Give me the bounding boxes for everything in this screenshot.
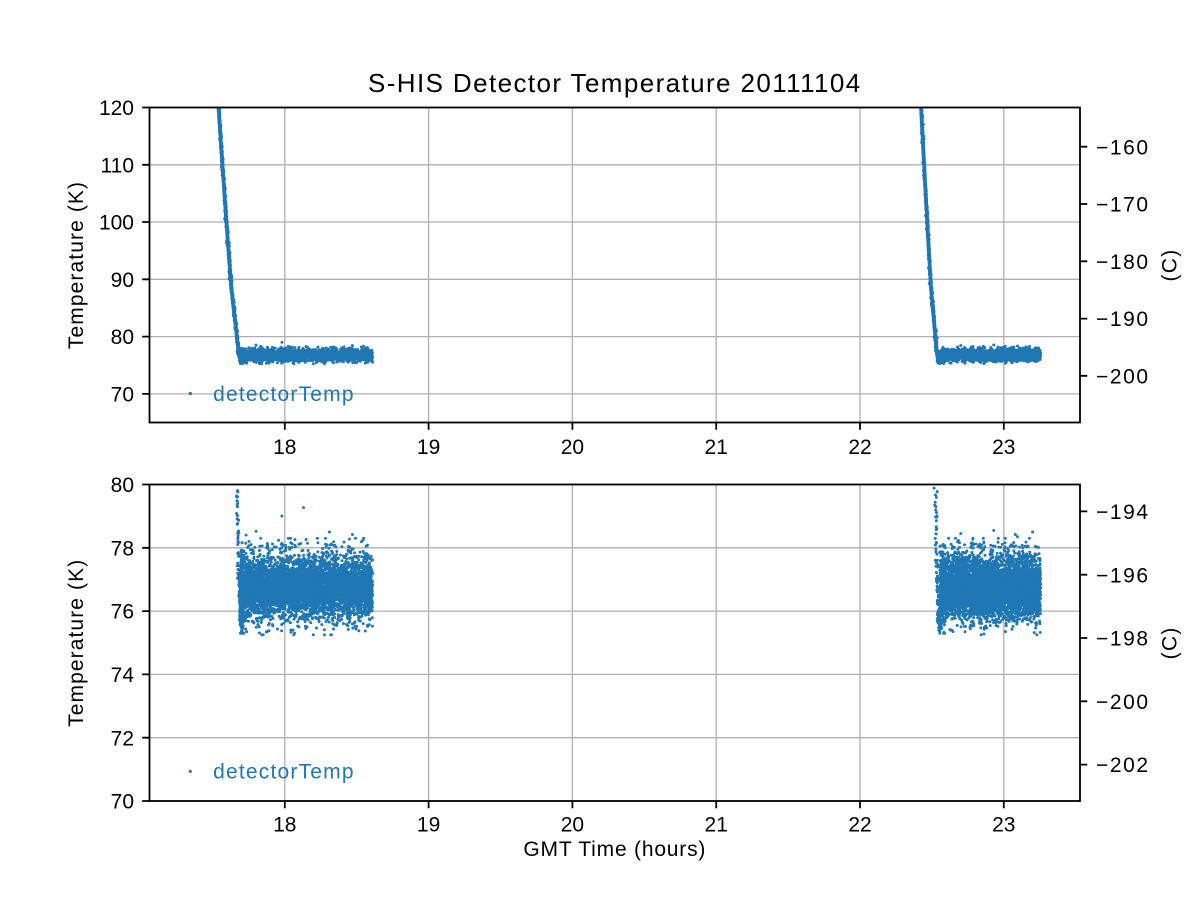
svg-text:−202: −202 <box>1096 754 1150 777</box>
svg-text:90: 90 <box>111 269 134 292</box>
svg-text:−200: −200 <box>1096 365 1150 388</box>
svg-text:21: 21 <box>705 436 728 459</box>
svg-text:76: 76 <box>111 601 134 624</box>
svg-text:detectorTemp: detectorTemp <box>213 761 355 784</box>
svg-text:20: 20 <box>561 436 584 459</box>
svg-text:23: 23 <box>992 436 1015 459</box>
svg-text:S-HIS Detector Temperature 201: S-HIS Detector Temperature 20111104 <box>368 68 862 98</box>
svg-text:22: 22 <box>848 436 871 459</box>
svg-text:18: 18 <box>273 436 296 459</box>
svg-text:detectorTemp: detectorTemp <box>213 383 355 406</box>
svg-text:78: 78 <box>111 537 134 560</box>
svg-text:110: 110 <box>101 154 134 177</box>
svg-text:18: 18 <box>273 814 296 837</box>
svg-text:−160: −160 <box>1096 136 1150 159</box>
svg-text:80: 80 <box>111 326 134 349</box>
svg-text:70: 70 <box>111 791 134 814</box>
svg-text:Temperature (K): Temperature (K) <box>65 181 88 349</box>
svg-text:100: 100 <box>99 212 134 235</box>
svg-text:−190: −190 <box>1096 308 1150 331</box>
svg-text:80: 80 <box>111 474 134 497</box>
svg-text:(C): (C) <box>1158 626 1181 659</box>
svg-text:120: 120 <box>99 97 134 120</box>
svg-text:GMT Time (hours): GMT Time (hours) <box>523 838 706 861</box>
svg-text:Temperature (K): Temperature (K) <box>65 559 88 727</box>
svg-text:−180: −180 <box>1096 251 1150 274</box>
svg-text:70: 70 <box>111 384 134 407</box>
svg-text:20: 20 <box>561 814 584 837</box>
svg-text:21: 21 <box>705 814 728 837</box>
svg-text:19: 19 <box>417 814 440 837</box>
svg-text:22: 22 <box>848 814 871 837</box>
svg-text:−200: −200 <box>1096 691 1150 714</box>
svg-text:74: 74 <box>111 664 135 687</box>
svg-text:72: 72 <box>111 727 134 750</box>
svg-text:−196: −196 <box>1096 564 1150 587</box>
svg-text:(C): (C) <box>1158 248 1181 281</box>
svg-text:−198: −198 <box>1096 628 1150 651</box>
svg-text:19: 19 <box>417 436 440 459</box>
svg-text:−194: −194 <box>1096 501 1150 524</box>
svg-text:−170: −170 <box>1096 194 1150 217</box>
svg-text:23: 23 <box>992 814 1015 837</box>
